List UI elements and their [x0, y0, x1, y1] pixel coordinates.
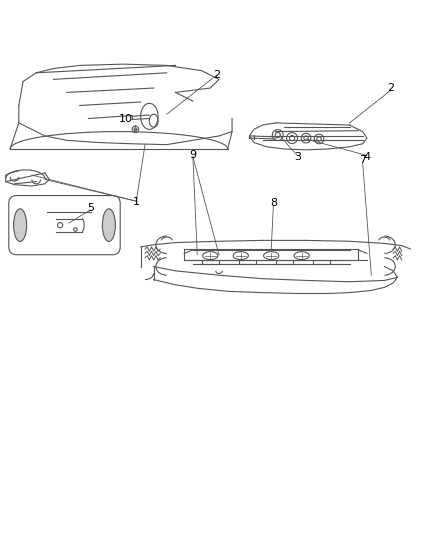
Text: 8: 8 [270, 198, 277, 208]
Text: 4: 4 [364, 152, 371, 162]
Ellipse shape [102, 209, 116, 241]
Ellipse shape [14, 209, 27, 241]
Text: 5: 5 [87, 203, 94, 213]
Text: 9: 9 [189, 150, 197, 160]
Text: 10: 10 [118, 114, 132, 124]
Text: 2: 2 [213, 70, 220, 80]
Text: 2: 2 [387, 83, 395, 93]
FancyBboxPatch shape [9, 196, 120, 255]
Text: 1: 1 [133, 197, 140, 207]
Text: 3: 3 [294, 152, 301, 162]
Text: 7: 7 [359, 155, 366, 165]
